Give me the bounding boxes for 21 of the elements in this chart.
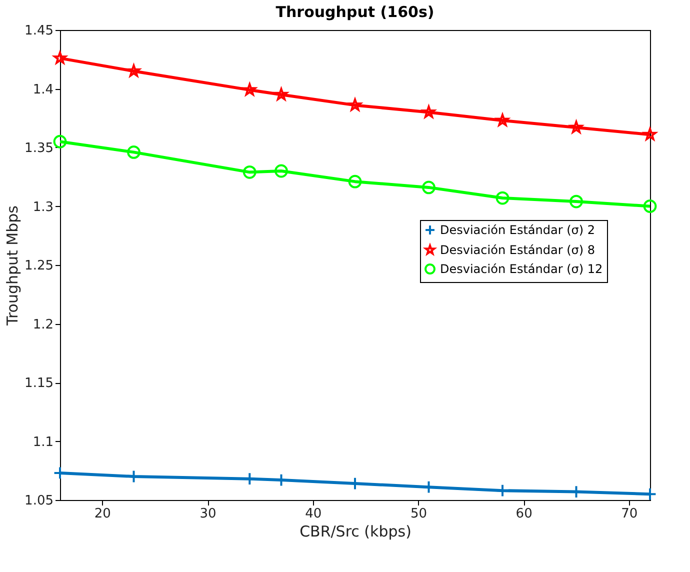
y-tick-label: 1.2 <box>32 317 54 332</box>
y-axis-title: Troughput Mbps <box>4 205 22 326</box>
x-tick-label: 30 <box>200 506 216 522</box>
x-tick-label: 20 <box>94 506 111 522</box>
x-axis-title: CBR/Src (kbps) <box>300 522 412 540</box>
y-tick-label: 1.1 <box>32 434 54 450</box>
x-tick-label: 50 <box>410 506 427 522</box>
chart-title: Throughput (160s) <box>276 3 434 21</box>
legend-label: Desviación Estándar (σ) 8 <box>440 243 595 257</box>
x-tick-label: 40 <box>305 506 322 522</box>
y-tick-label: 1.45 <box>24 24 54 38</box>
x-tick-label: 60 <box>516 506 532 522</box>
y-tick-label: 1.05 <box>24 494 54 508</box>
y-tick-label: 1.15 <box>24 376 54 391</box>
y-tick-label: 1.35 <box>24 141 54 156</box>
y-tick-label: 1.3 <box>32 200 54 215</box>
y-tick-label: 1.4 <box>32 82 54 98</box>
legend-label: Desviación Estándar (σ) 12 <box>440 262 603 276</box>
x-tick-label: 70 <box>621 506 638 522</box>
legend-label: Desviación Estándar (σ) 2 <box>440 223 595 237</box>
y-tick-label: 1.25 <box>24 258 54 274</box>
